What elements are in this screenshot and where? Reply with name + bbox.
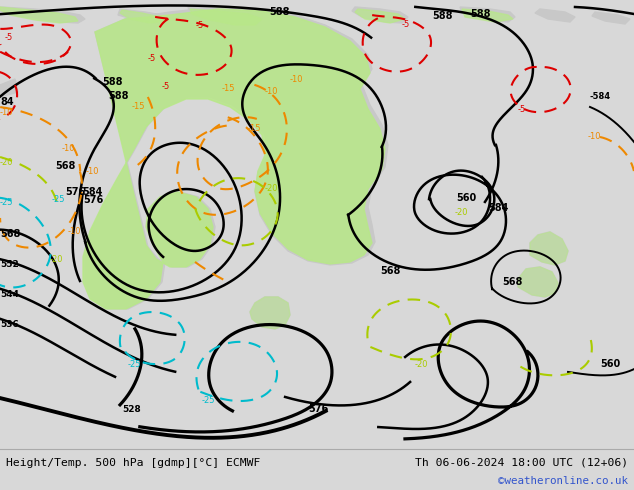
Polygon shape [0, 7, 85, 23]
Text: ©weatheronline.co.uk: ©weatheronline.co.uk [498, 476, 628, 486]
Text: 576: 576 [308, 404, 328, 414]
Text: -10: -10 [62, 144, 75, 153]
Text: -10: -10 [265, 87, 278, 96]
Polygon shape [120, 10, 165, 23]
Text: 588: 588 [470, 9, 491, 19]
Text: 528: 528 [122, 405, 141, 414]
Text: -25: -25 [202, 396, 216, 405]
Polygon shape [188, 7, 268, 27]
Polygon shape [462, 9, 513, 22]
Text: Th 06-06-2024 18:00 UTC (12+06): Th 06-06-2024 18:00 UTC (12+06) [415, 458, 628, 468]
Polygon shape [530, 232, 568, 265]
Text: 568: 568 [502, 277, 522, 287]
Polygon shape [83, 9, 385, 309]
Text: -20: -20 [50, 255, 63, 264]
Text: 588: 588 [432, 11, 453, 21]
Text: -5: -5 [518, 105, 526, 114]
Polygon shape [250, 297, 290, 329]
Polygon shape [250, 297, 290, 329]
Text: 584: 584 [488, 203, 508, 213]
Text: -10: -10 [86, 167, 100, 176]
Text: 588: 588 [269, 7, 290, 17]
Text: -5: -5 [196, 21, 204, 30]
Text: Height/Temp. 500 hPa [gdmp][°C] ECMWF: Height/Temp. 500 hPa [gdmp][°C] ECMWF [6, 458, 261, 468]
Polygon shape [592, 12, 630, 24]
Text: 584: 584 [82, 187, 102, 197]
Text: 588: 588 [108, 91, 129, 101]
Polygon shape [352, 7, 408, 23]
Text: 552: 552 [0, 260, 19, 269]
Polygon shape [518, 267, 558, 297]
Text: -15: -15 [132, 102, 145, 111]
Polygon shape [85, 7, 388, 309]
Text: 544: 544 [0, 290, 19, 299]
Text: -15: -15 [248, 124, 261, 133]
Polygon shape [0, 79, 18, 97]
Text: -20: -20 [265, 184, 278, 193]
Text: -5: -5 [162, 82, 171, 91]
Text: 588: 588 [102, 77, 122, 87]
Text: -20: -20 [415, 360, 429, 369]
Text: 568: 568 [55, 161, 75, 171]
Polygon shape [530, 232, 568, 265]
Text: -10: -10 [290, 75, 304, 84]
Text: -10: -10 [0, 108, 13, 117]
Text: -10: -10 [68, 227, 82, 236]
Text: -25: -25 [52, 195, 65, 204]
Polygon shape [535, 9, 575, 22]
Text: 568: 568 [0, 229, 20, 239]
Text: 84: 84 [0, 97, 13, 107]
Text: 568: 568 [380, 266, 401, 276]
Text: -25: -25 [0, 198, 13, 207]
Polygon shape [460, 7, 515, 22]
Text: -5: -5 [402, 20, 410, 29]
Text: -25: -25 [128, 360, 141, 369]
Polygon shape [518, 267, 558, 297]
Text: -5: -5 [148, 54, 156, 63]
Text: 560: 560 [456, 193, 476, 203]
Text: -10: -10 [588, 132, 602, 141]
Text: 536: 536 [0, 320, 19, 329]
Text: -20: -20 [0, 158, 13, 167]
Polygon shape [118, 9, 170, 25]
Text: -5: -5 [5, 33, 13, 42]
Text: -584: -584 [590, 92, 611, 101]
Text: 560: 560 [600, 359, 620, 369]
Polygon shape [190, 9, 262, 25]
Text: -15: -15 [222, 84, 235, 93]
Polygon shape [355, 9, 405, 23]
Text: 576: 576 [83, 195, 103, 205]
Text: -20: -20 [455, 208, 469, 217]
Polygon shape [0, 7, 78, 23]
Text: 576: 576 [65, 187, 85, 197]
